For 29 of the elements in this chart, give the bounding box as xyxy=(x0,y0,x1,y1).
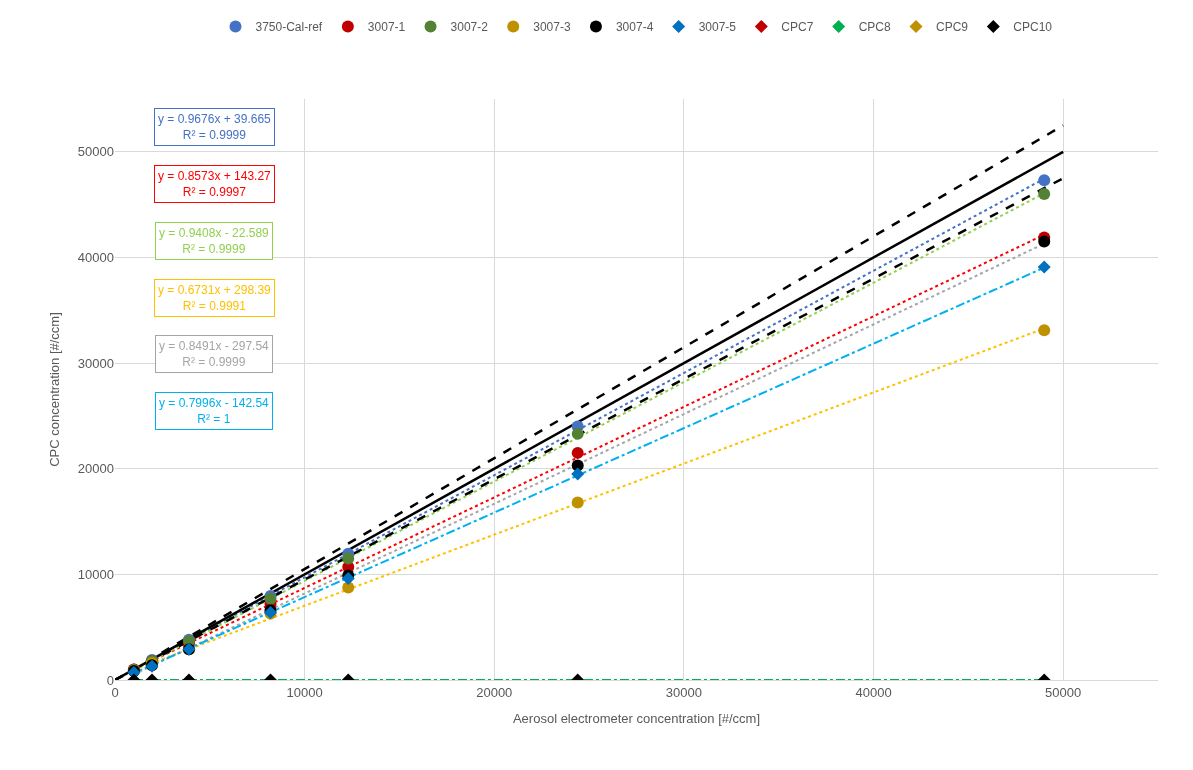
x-tick-label: 40000 xyxy=(855,684,892,700)
legend-label: 3007-3 xyxy=(533,20,571,35)
legend-label: 3007-1 xyxy=(367,20,406,35)
legend-label: 3007-2 xyxy=(450,20,489,35)
annotation: y = 0.6731x + 298.39 R² = 0.9991 xyxy=(158,283,272,313)
y-tick-label: 30000 xyxy=(77,355,114,371)
x-tick-label: 30000 xyxy=(665,684,702,700)
y-tick-label: 10000 xyxy=(77,566,114,582)
x-tick-label: 20000 xyxy=(476,684,513,700)
annotation: y = 0.7996x - 142.54 R² = 1 xyxy=(159,396,270,426)
legend-label: 3750-Cal-ref xyxy=(255,20,323,35)
y-tick-label: 50000 xyxy=(77,144,114,160)
legend-label: CPC10 xyxy=(1013,20,1053,35)
legend-label: CPC9 xyxy=(935,20,969,35)
annotation: y = 0.9676x + 39.665 R² = 0.9999 xyxy=(158,112,272,142)
annotation: y = 0.8573x + 143.27 R² = 0.9997 xyxy=(158,169,272,199)
legend-label: 3007-5 xyxy=(698,20,737,35)
legend-label: 3007-4 xyxy=(615,20,654,35)
legend-label: CPC7 xyxy=(781,20,814,35)
y-tick-label: 40000 xyxy=(77,250,114,265)
y-axis-title: CPC concentration [#/ccm] xyxy=(46,312,62,467)
x-axis-title: Aerosol electrometer concentration [#/ccm] xyxy=(512,711,761,727)
y-tick-label: 0 xyxy=(106,672,114,688)
x-tick-label: 10000 xyxy=(286,684,323,700)
x-tick-label: 50000 xyxy=(1045,684,1082,700)
legend-label: CPC8 xyxy=(858,20,891,35)
annotation: y = 0.8491x - 297.54 R² = 0.9999 xyxy=(159,339,270,369)
y-tick-label: 20000 xyxy=(77,461,114,477)
annotation: y = 0.9408x - 22.589 R² = 0.9999 xyxy=(159,226,270,256)
